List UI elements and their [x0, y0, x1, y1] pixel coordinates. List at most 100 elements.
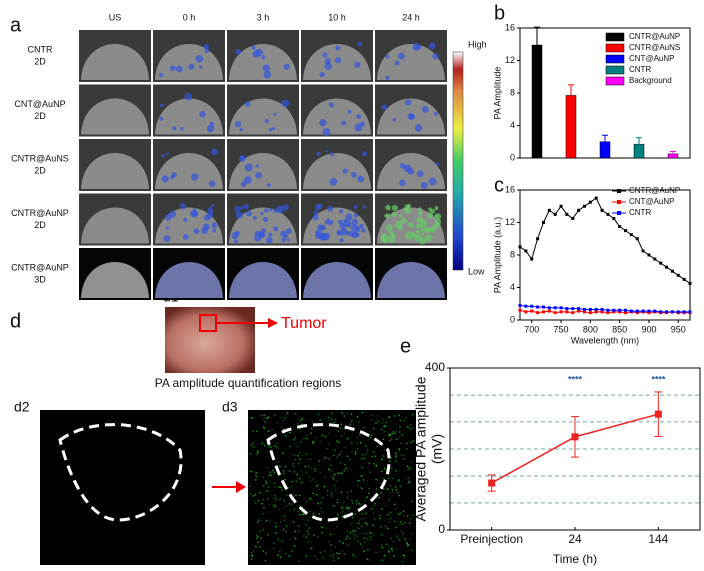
signal — [292, 463, 295, 465]
signal — [211, 148, 219, 156]
signal — [318, 488, 320, 491]
signal — [358, 421, 360, 423]
signal — [321, 511, 323, 513]
signal — [310, 467, 313, 469]
point — [565, 212, 569, 216]
signal — [324, 456, 327, 459]
point — [559, 204, 563, 208]
signal — [336, 440, 338, 442]
signal — [266, 417, 269, 420]
legend-marker — [617, 189, 621, 193]
signal — [343, 501, 345, 504]
signal — [405, 416, 407, 419]
point — [559, 310, 563, 314]
signal — [322, 232, 330, 241]
signal — [401, 411, 404, 414]
signal — [356, 442, 359, 445]
signal — [302, 535, 305, 537]
x-tick-label: 850 — [612, 324, 627, 334]
signal — [341, 471, 344, 473]
signal — [406, 447, 408, 450]
signal — [277, 446, 279, 449]
signal — [408, 522, 411, 524]
signal — [353, 204, 358, 210]
signal — [254, 493, 257, 496]
signal — [340, 491, 343, 494]
signal — [188, 63, 195, 70]
signal — [412, 427, 414, 429]
signal — [299, 513, 301, 516]
signal — [410, 232, 416, 238]
signal — [351, 516, 354, 519]
signal — [338, 453, 341, 456]
signal — [384, 525, 387, 528]
signal — [282, 470, 285, 472]
signal — [294, 537, 296, 540]
signal — [341, 510, 344, 513]
signal — [356, 526, 359, 529]
signal — [262, 485, 265, 487]
signal — [240, 181, 247, 188]
signal — [395, 520, 397, 523]
signal — [277, 538, 280, 540]
signal — [299, 427, 302, 430]
signal — [164, 214, 172, 221]
signal — [394, 508, 397, 510]
signal — [303, 437, 305, 440]
signal — [385, 469, 387, 471]
signal — [344, 446, 347, 449]
legend-marker — [617, 200, 621, 204]
point — [676, 273, 680, 277]
signal — [252, 445, 255, 447]
signal — [295, 494, 297, 497]
signal — [199, 65, 203, 69]
signal — [300, 441, 302, 443]
signal — [346, 455, 349, 458]
signal — [350, 522, 353, 525]
signal — [381, 428, 383, 430]
signal — [429, 226, 437, 233]
signal — [294, 530, 297, 533]
signal — [388, 550, 390, 552]
signal — [326, 447, 328, 450]
panel-label: a — [10, 14, 22, 36]
signal — [407, 544, 410, 546]
signal — [330, 152, 335, 157]
point — [606, 311, 610, 315]
signal — [365, 512, 368, 514]
signal — [411, 413, 414, 416]
signal — [249, 470, 252, 472]
signal — [383, 467, 386, 470]
point — [577, 307, 581, 311]
signal — [395, 430, 398, 432]
signal — [277, 554, 279, 557]
signal — [395, 456, 397, 458]
signal — [382, 418, 385, 421]
signal — [204, 48, 210, 54]
signal — [394, 220, 403, 228]
signal — [381, 559, 384, 562]
signal — [328, 418, 330, 421]
signal — [254, 474, 257, 476]
legend-marker — [617, 211, 621, 215]
point — [618, 310, 622, 314]
tissue-dome — [303, 153, 371, 189]
signal — [329, 533, 332, 536]
signal — [376, 497, 378, 500]
signal — [318, 460, 320, 462]
signal — [244, 163, 253, 172]
signal — [361, 525, 363, 528]
point — [582, 310, 586, 314]
signal — [246, 210, 253, 217]
point — [635, 309, 639, 313]
signal — [361, 513, 363, 515]
signal — [342, 542, 344, 544]
signal — [398, 539, 401, 541]
signal — [209, 180, 216, 187]
signal — [336, 498, 339, 501]
signal — [285, 552, 287, 555]
signal — [380, 525, 382, 528]
signal — [254, 545, 257, 547]
signal — [254, 500, 256, 503]
row-label: CNTR@AuNP — [11, 262, 69, 272]
